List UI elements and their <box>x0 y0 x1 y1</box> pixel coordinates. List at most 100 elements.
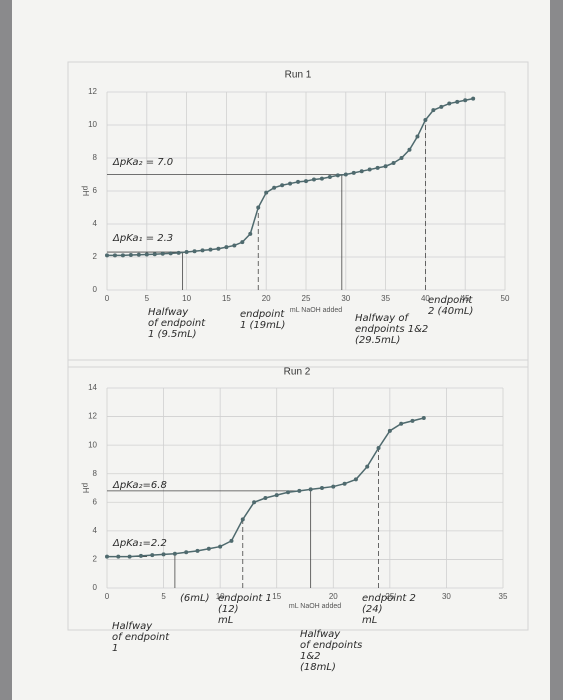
data-point <box>264 190 269 195</box>
data-point <box>376 446 381 450</box>
annotation: endpoint 1 <box>218 593 272 604</box>
x-tick-label: 15 <box>222 294 231 303</box>
data-point <box>208 247 213 252</box>
data-point <box>319 176 324 181</box>
chart-title: Run 2 <box>284 367 311 378</box>
y-tick-label: 10 <box>88 440 97 449</box>
data-point <box>439 104 444 109</box>
x-tick-label: 10 <box>216 592 225 601</box>
data-point <box>138 553 143 558</box>
y-tick-label: 12 <box>88 412 97 421</box>
x-tick-label: 30 <box>341 294 350 303</box>
data-point <box>195 548 200 553</box>
annotation: of endpoints <box>300 640 362 651</box>
annotation: 1&2 <box>300 651 321 662</box>
data-point <box>168 251 173 256</box>
annotation: mL <box>218 615 233 626</box>
data-point <box>105 253 109 258</box>
annotation: 1 (19mL) <box>240 320 285 331</box>
x-tick-label: 15 <box>272 592 281 601</box>
x-tick-label: 25 <box>385 592 394 601</box>
x-tick-label: 30 <box>442 592 451 601</box>
annotation: Halfway <box>300 629 341 640</box>
annotation: ΔpKa₁=2.2 <box>112 538 167 549</box>
x-tick-label: 50 <box>501 294 510 303</box>
y-axis-label: pH <box>81 483 90 493</box>
data-point <box>391 160 396 165</box>
data-point <box>471 96 476 101</box>
data-point <box>172 551 177 556</box>
x-tick-label: 35 <box>499 592 508 601</box>
x-tick-label: 5 <box>145 294 150 303</box>
y-tick-label: 4 <box>93 219 98 228</box>
data-point <box>176 250 181 255</box>
y-tick-label: 8 <box>93 153 98 162</box>
y-tick-label: 0 <box>93 583 98 592</box>
data-point <box>296 179 301 184</box>
data-point <box>150 553 155 558</box>
data-point <box>120 253 125 258</box>
y-tick-label: 2 <box>93 555 98 564</box>
annotation: endpoint 2 <box>362 593 416 604</box>
data-point <box>455 99 460 104</box>
data-point <box>288 181 293 186</box>
annotation: (24) <box>362 604 383 615</box>
annotation: 1 <box>112 643 118 654</box>
y-tick-label: 14 <box>88 383 97 392</box>
data-point <box>272 185 277 190</box>
data-point <box>192 249 197 254</box>
data-point <box>421 416 426 420</box>
annotation: endpoint <box>240 309 285 320</box>
data-point <box>399 156 404 160</box>
data-point <box>399 421 404 426</box>
data-point <box>304 179 308 184</box>
data-point <box>128 253 133 258</box>
annotation: of endpoint <box>112 632 170 643</box>
data-point <box>331 484 336 489</box>
chart-frame <box>67 61 529 368</box>
annotation: 1 (9.5mL) <box>148 329 197 340</box>
data-point <box>263 496 268 500</box>
data-point <box>410 418 415 423</box>
data-point <box>112 253 117 258</box>
data-point <box>327 174 332 179</box>
data-point <box>240 517 245 522</box>
data-point <box>463 98 468 103</box>
data-point <box>127 554 132 559</box>
annotation: mL <box>362 615 377 626</box>
y-tick-label: 0 <box>93 285 98 294</box>
y-tick-label: 10 <box>88 120 97 129</box>
x-tick-label: 5 <box>161 592 166 601</box>
data-point <box>232 243 237 248</box>
chart-frame <box>67 359 529 631</box>
data-point <box>375 165 380 170</box>
data-point <box>152 252 157 257</box>
x-tick-label: 0 <box>105 294 110 303</box>
chart-title: Run 1 <box>285 70 312 81</box>
data-point <box>308 487 313 492</box>
annotation: 2 (40mL) <box>428 306 473 317</box>
annotation: ΔpKa₂=6.8 <box>112 480 167 491</box>
y-tick-label: 4 <box>93 526 98 535</box>
data-point <box>184 550 189 555</box>
x-tick-label: 35 <box>381 294 390 303</box>
data-point <box>286 490 291 495</box>
data-point <box>280 183 285 188</box>
data-point <box>387 428 392 433</box>
annotation: Halfway <box>112 621 153 632</box>
y-tick-label: 12 <box>88 87 97 96</box>
paper <box>12 0 550 700</box>
data-point <box>342 481 347 486</box>
annotation: endpoint <box>428 295 473 306</box>
data-point <box>351 170 356 175</box>
x-tick-label: 20 <box>329 592 338 601</box>
data-point <box>274 493 279 498</box>
data-point <box>184 250 189 255</box>
y-tick-label: 6 <box>93 497 98 506</box>
data-point <box>365 464 370 469</box>
data-point <box>359 169 364 174</box>
x-tick-label: 25 <box>302 294 311 303</box>
data-point <box>229 538 234 543</box>
data-point <box>144 252 149 257</box>
